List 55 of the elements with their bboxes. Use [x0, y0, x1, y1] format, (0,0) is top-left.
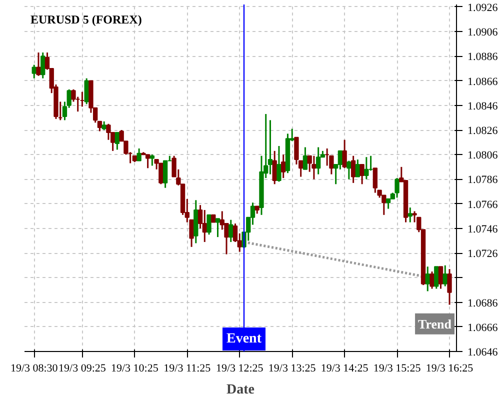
y-tick-label: 1.0826	[468, 125, 498, 138]
x-tick-label: 19/3 15:25	[373, 362, 422, 374]
text: EURUSD 5 (FOREX)	[30, 12, 142, 26]
candlestick	[206, 214, 212, 236]
candlestick	[372, 167, 378, 194]
candlestick	[342, 139, 347, 169]
y-tick-label: 1.0886	[468, 51, 498, 64]
x-tick-label: 19/3 10:25	[111, 362, 159, 374]
candlestick	[150, 154, 155, 166]
candlestick	[145, 154, 150, 169]
y-tick-label: 1.0646	[468, 346, 498, 358]
y-tick-label: 1.0766	[468, 198, 498, 211]
candlestick	[97, 120, 102, 132]
candlestick	[281, 154, 286, 179]
y-tick-label: 1.0866	[468, 76, 498, 88]
y-tick-label: 1.0806	[468, 150, 498, 162]
candlestick	[276, 145, 282, 182]
candlestick	[434, 266, 439, 290]
text: Trend	[418, 316, 452, 332]
candlestick	[447, 268, 452, 306]
y-tick-label: 1.0906	[468, 26, 498, 39]
x-axis-title: Date	[226, 382, 255, 398]
x-tick-label: 19/3 12:25	[216, 362, 264, 374]
candlestick	[215, 218, 220, 238]
candlestick	[36, 52, 41, 77]
x-tick-label: 19/3 11:25	[164, 362, 212, 374]
candlestick	[350, 155, 356, 184]
candlestick	[106, 123, 111, 141]
candlestick	[394, 177, 400, 198]
candlestick	[430, 270, 434, 290]
x-tick-label: 19/3 14:25	[320, 362, 369, 374]
x-tick-label: 19/3 13:25	[268, 362, 316, 374]
y-tick-label: 1.0746	[468, 223, 498, 236]
y-tick-label: 1.0846	[468, 100, 498, 112]
y-tick-label: 1.0666	[468, 322, 498, 334]
y-tick-label: 1.0726	[468, 248, 498, 260]
candlestick	[438, 266, 444, 290]
y-tick-label: 1.0786	[468, 174, 498, 186]
candlestick	[302, 146, 308, 170]
candlestick	[228, 219, 234, 243]
candlestick	[408, 206, 412, 224]
candlestick	[136, 148, 142, 162]
candlestick	[294, 136, 299, 166]
candlestick	[364, 156, 369, 180]
candlestick	[360, 164, 364, 185]
x-tick-label: 19/3 09:25	[58, 362, 106, 374]
x-tick-label: 19/3 08:30	[10, 362, 58, 374]
candlestick	[346, 160, 352, 180]
x-tick-label: 19/3 16:25	[426, 362, 474, 374]
candlestick	[316, 146, 321, 176]
y-tick-label: 1.0686	[468, 297, 498, 310]
y-tick-label: 1.0926	[468, 2, 498, 14]
candlestick	[40, 52, 46, 80]
ref-line-label: Event	[226, 332, 262, 346]
candlestick	[162, 160, 168, 189]
